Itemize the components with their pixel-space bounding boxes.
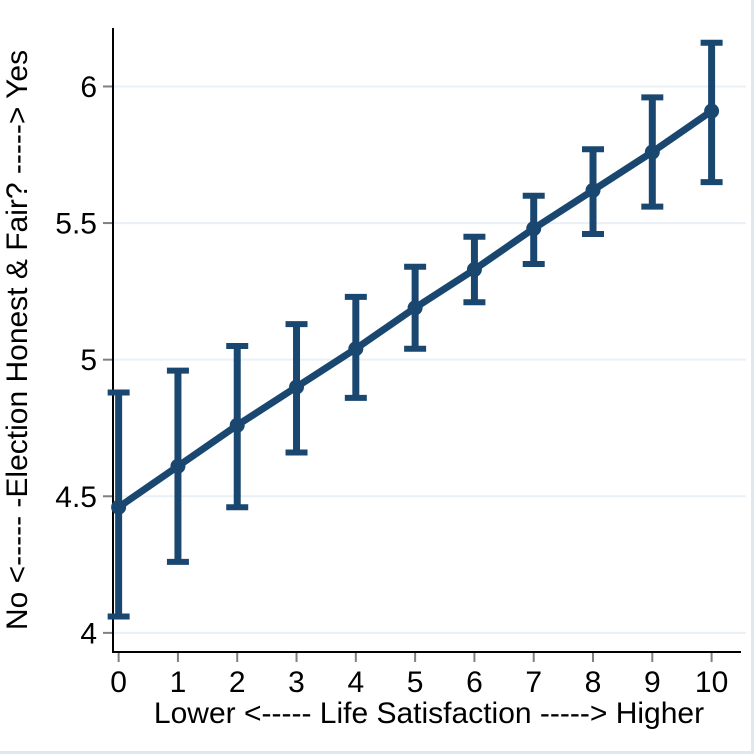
- data-point-marker: [229, 417, 245, 433]
- series-layer: [107, 39, 723, 620]
- data-point-marker: [585, 182, 601, 198]
- y-tick-label: 5.5: [55, 208, 97, 241]
- tick-layer: [103, 85, 713, 662]
- y-tick-label: 4: [80, 617, 97, 650]
- data-point-marker: [644, 144, 660, 160]
- data-point-marker: [348, 341, 364, 357]
- x-tick-label: 3: [288, 666, 305, 699]
- x-tick-label: 6: [466, 666, 483, 699]
- data-point-marker: [704, 103, 720, 119]
- grid-layer: [114, 85, 746, 634]
- y-tick-label: 5: [80, 344, 97, 377]
- data-point-marker: [289, 379, 305, 395]
- data-point-marker: [111, 499, 127, 515]
- x-tick-label: 7: [525, 666, 542, 699]
- x-tick-label: 5: [407, 666, 424, 699]
- data-point-marker: [526, 221, 542, 237]
- y-tick-label: 6: [80, 71, 97, 104]
- data-point-marker: [407, 300, 423, 316]
- x-tick-label: 9: [644, 666, 661, 699]
- x-tick-label: 0: [110, 666, 127, 699]
- data-point-marker: [466, 262, 482, 278]
- axis-layer: [112, 28, 741, 653]
- y-tick-label: 4.5: [55, 481, 97, 514]
- x-tick-label: 8: [585, 666, 602, 699]
- x-tick-label: 2: [229, 666, 246, 699]
- figure-border-right: [751, 0, 754, 754]
- data-point-marker: [170, 458, 186, 474]
- x-tick-label: 1: [170, 666, 187, 699]
- x-tick-label: 4: [347, 666, 364, 699]
- x-tick-label: 10: [695, 666, 728, 699]
- y-axis-title: No <----- -Election Honest & Fair? -----…: [1, 50, 34, 630]
- tick-label-layer: 4 4.5 5 5.5 6 0 1 2 3 4 5 6 7 8 9 10: [55, 71, 728, 699]
- x-axis-title: Lower <----- Life Satisfaction -----> Hi…: [154, 697, 704, 730]
- figure-border-bottom: [0, 751, 754, 754]
